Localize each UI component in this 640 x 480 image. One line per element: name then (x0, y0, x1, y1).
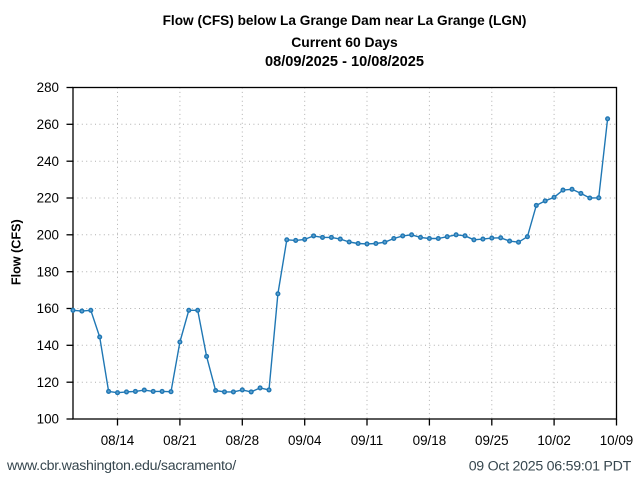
svg-text:10/02: 10/02 (537, 433, 571, 448)
svg-text:08/14: 08/14 (101, 433, 135, 448)
svg-text:09 Oct 2025 06:59:01 PDT: 09 Oct 2025 06:59:01 PDT (469, 458, 632, 474)
svg-text:140: 140 (37, 338, 59, 353)
svg-text:220: 220 (37, 191, 59, 206)
svg-text:10/09: 10/09 (600, 433, 634, 448)
svg-text:08/28: 08/28 (226, 433, 260, 448)
svg-text:09/18: 09/18 (413, 433, 447, 448)
svg-text:09/04: 09/04 (288, 433, 322, 448)
svg-text:100: 100 (37, 412, 59, 427)
svg-text:Flow (CFS) below La Grange Dam: Flow (CFS) below La Grange Dam near La G… (163, 13, 527, 28)
svg-text:180: 180 (37, 264, 59, 279)
svg-text:200: 200 (37, 227, 59, 242)
svg-text:www.cbr.washington.edu/sacrame: www.cbr.washington.edu/sacramento/ (6, 458, 236, 474)
svg-text:08/09/2025 - 10/08/2025: 08/09/2025 - 10/08/2025 (265, 54, 424, 70)
svg-text:08/21: 08/21 (163, 433, 197, 448)
svg-text:09/25: 09/25 (475, 433, 509, 448)
svg-text:09/11: 09/11 (351, 433, 384, 448)
svg-text:280: 280 (37, 80, 59, 95)
svg-text:240: 240 (37, 154, 59, 169)
svg-text:120: 120 (37, 375, 59, 390)
svg-text:260: 260 (37, 117, 59, 132)
svg-text:160: 160 (37, 301, 59, 316)
svg-text:Flow (CFS): Flow (CFS) (9, 219, 23, 285)
svg-text:Current 60 Days: Current 60 Days (291, 34, 398, 50)
